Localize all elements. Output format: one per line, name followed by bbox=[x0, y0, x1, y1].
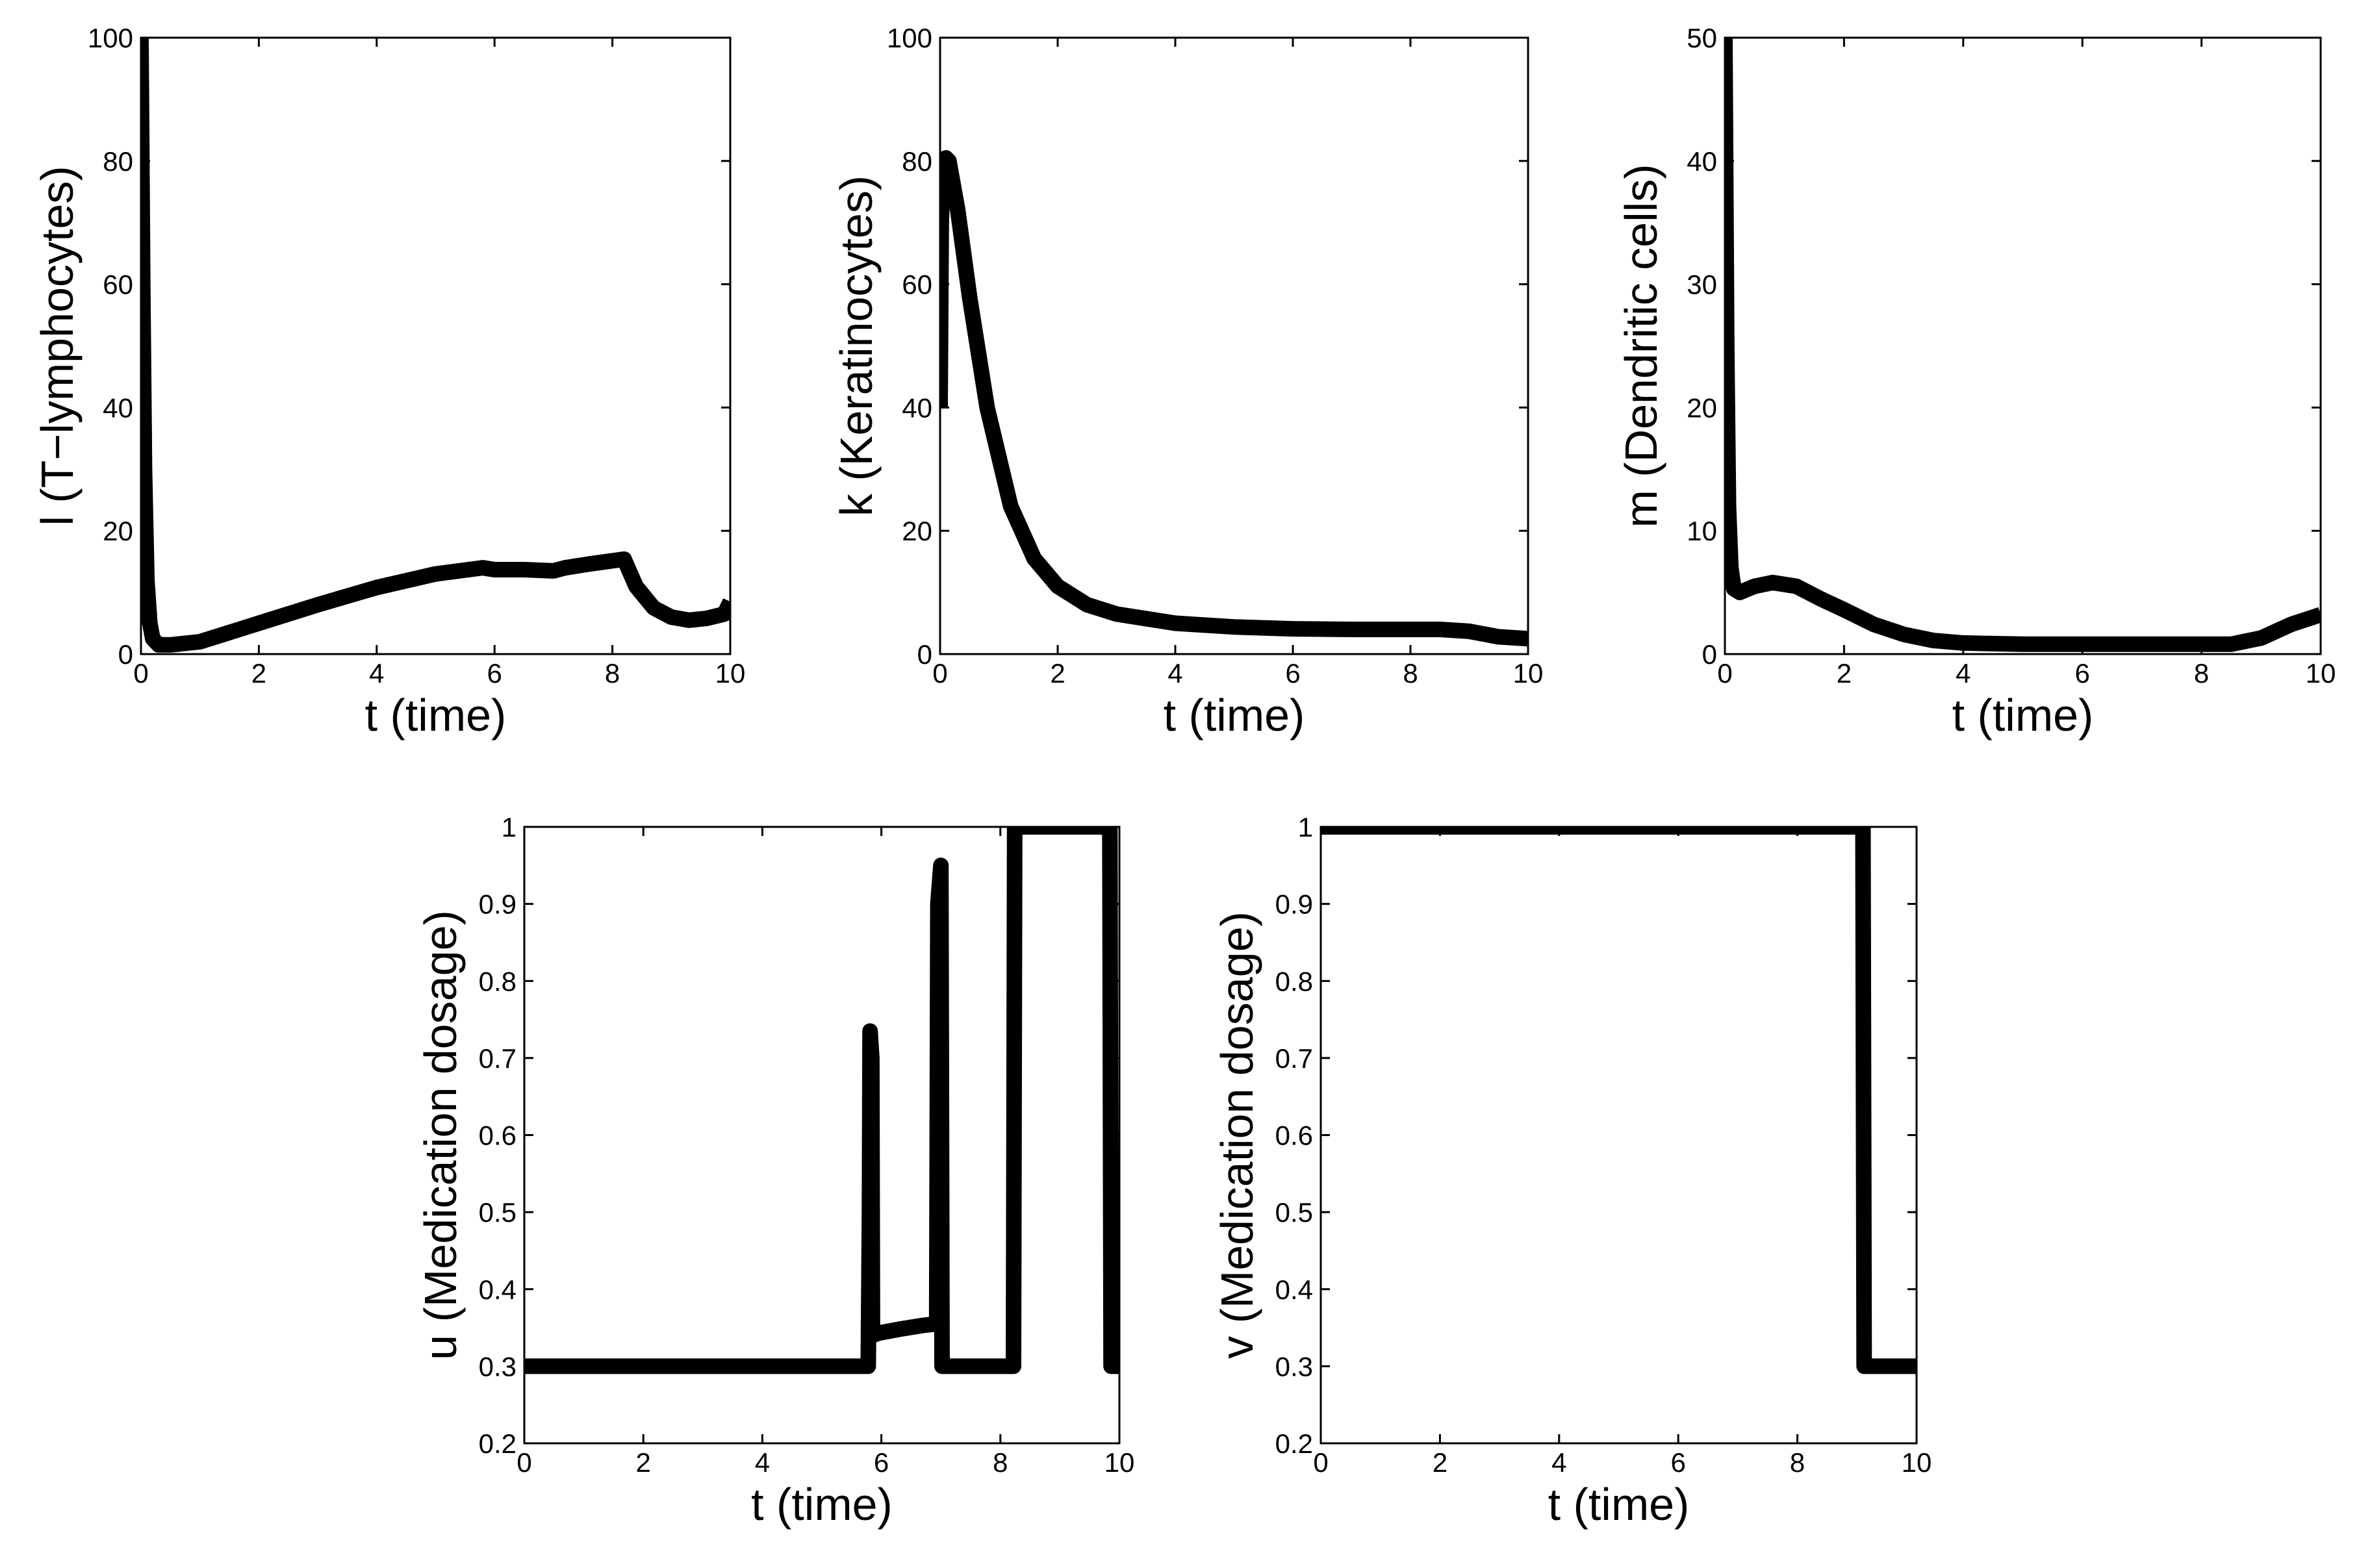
x-tick-label: 0 bbox=[133, 658, 148, 689]
y-tick-label: 60 bbox=[902, 270, 932, 300]
x-tick-label: 8 bbox=[1790, 1447, 1805, 1478]
x-tick-label: 10 bbox=[1513, 658, 1544, 689]
x-tick-label: 2 bbox=[636, 1447, 651, 1478]
y-axis-label: m (Dendritic cells) bbox=[1616, 164, 1666, 527]
y-tick-label: 10 bbox=[1687, 516, 1717, 546]
series-line-v bbox=[1321, 827, 1917, 1374]
y-tick-label: 0.2 bbox=[1275, 1428, 1313, 1459]
x-tick-label: 0 bbox=[516, 1447, 531, 1478]
y-tick-label: 40 bbox=[103, 392, 133, 423]
y-tick-label: 0.3 bbox=[479, 1351, 516, 1382]
x-tick-label: 2 bbox=[1050, 658, 1065, 689]
y-tick-label: 1 bbox=[1298, 812, 1313, 842]
x-tick-label: 2 bbox=[251, 658, 266, 689]
y-axis-label: u (Medication dosage) bbox=[415, 910, 466, 1360]
panel-v: 0 2 4 6 8 10 0.2 0.3 0.4 0.5 0.6 0.7 0.8 0.9 1 t (time)… bbox=[1212, 812, 1932, 1530]
y-tick-label: 20 bbox=[1687, 392, 1717, 423]
y-tick-label: 40 bbox=[902, 392, 932, 423]
y-axis-label: k (Keratinocytes) bbox=[831, 175, 882, 516]
y-tick-label: 30 bbox=[1687, 270, 1717, 300]
y-axis-label: v (Medication dosage) bbox=[1212, 911, 1262, 1359]
series-line-k bbox=[940, 150, 1528, 647]
x-tick-label: 10 bbox=[1902, 1447, 1932, 1478]
plot-frame bbox=[939, 36, 1529, 655]
y-tick-label: 0.9 bbox=[1275, 889, 1313, 920]
plot-frame bbox=[1724, 36, 2322, 655]
y-tick-label: 1 bbox=[502, 812, 516, 842]
series-line-u bbox=[524, 827, 1119, 1374]
y-tick-label: 60 bbox=[103, 270, 133, 300]
y-tick-label: 0.8 bbox=[479, 966, 516, 996]
x-tick-label: 4 bbox=[1167, 658, 1182, 689]
x-tick-label: 8 bbox=[605, 658, 620, 689]
x-tick-label: 4 bbox=[1551, 1447, 1566, 1478]
x-tick-label: 0 bbox=[1313, 1447, 1328, 1478]
y-tick-label: 0 bbox=[917, 639, 932, 670]
x-tick-label: 6 bbox=[1285, 658, 1300, 689]
y-tick-label: 100 bbox=[887, 23, 932, 53]
x-tick-label: 10 bbox=[1104, 1447, 1135, 1478]
x-tick-label: 10 bbox=[2306, 658, 2336, 689]
plot-frame bbox=[1320, 826, 1918, 1445]
panel-u: 0 2 4 6 8 10 0.2 0.3 0.4 0.5 0.6 0.7 0.8 0.9 1 t (time)… bbox=[415, 812, 1134, 1530]
x-tick-label: 8 bbox=[993, 1447, 1008, 1478]
y-tick-label: 80 bbox=[902, 146, 932, 177]
y-tick-label: 100 bbox=[88, 23, 133, 53]
y-tick-label: 0 bbox=[1702, 639, 1717, 670]
y-tick-label: 0.2 bbox=[479, 1428, 516, 1459]
x-tick-label: 2 bbox=[1837, 658, 1852, 689]
x-axis-label: t (time) bbox=[365, 690, 507, 740]
y-tick-label: 0.7 bbox=[1275, 1043, 1313, 1074]
y-tick-label: 0 bbox=[118, 639, 133, 670]
y-tick-label: 40 bbox=[1687, 146, 1717, 177]
y-tick-label: 20 bbox=[902, 516, 932, 546]
y-tick-label: 0.4 bbox=[479, 1274, 516, 1305]
y-tick-label: 20 bbox=[103, 516, 133, 546]
y-tick-label: 0.9 bbox=[479, 889, 516, 920]
y-tick-label: 0.5 bbox=[479, 1197, 516, 1228]
plot-frame bbox=[140, 36, 732, 655]
y-tick-label: 0.5 bbox=[1275, 1197, 1313, 1228]
y-tick-label: 0.7 bbox=[479, 1043, 516, 1074]
series-line-l bbox=[141, 38, 730, 653]
x-tick-label: 0 bbox=[1717, 658, 1732, 689]
x-tick-label: 4 bbox=[369, 658, 384, 689]
series-line-m bbox=[1725, 38, 2321, 652]
plot-frame bbox=[523, 826, 1121, 1445]
y-axis-label: l (T−lymphocytes) bbox=[32, 166, 83, 525]
x-tick-label: 4 bbox=[755, 1447, 770, 1478]
x-tick-label: 8 bbox=[1403, 658, 1418, 689]
y-tick-label: 0.4 bbox=[1275, 1274, 1313, 1305]
x-tick-label: 8 bbox=[2194, 658, 2209, 689]
y-tick-label: 0.6 bbox=[479, 1120, 516, 1151]
y-tick-label: 0.6 bbox=[1275, 1120, 1313, 1151]
x-axis-label: t (time) bbox=[1952, 690, 2094, 740]
x-tick-label: 6 bbox=[1671, 1447, 1686, 1478]
x-tick-label: 0 bbox=[932, 658, 947, 689]
panel-m: 0 2 4 6 8 10 0 10 20 30 40 50 t (time) m (Dendritic c… bbox=[1616, 23, 2336, 740]
x-axis-label: t (time) bbox=[1164, 690, 1305, 740]
y-tick-label: 0.3 bbox=[1275, 1351, 1313, 1382]
y-tick-label: 0.8 bbox=[1275, 966, 1313, 996]
y-tick-label: 50 bbox=[1687, 23, 1717, 53]
y-tick-label: 80 bbox=[103, 146, 133, 177]
x-tick-label: 6 bbox=[874, 1447, 889, 1478]
x-tick-label: 4 bbox=[1956, 658, 1970, 689]
x-tick-label: 2 bbox=[1433, 1447, 1447, 1478]
x-tick-label: 10 bbox=[715, 658, 746, 689]
x-tick-label: 6 bbox=[2075, 658, 2090, 689]
x-axis-label: t (time) bbox=[1548, 1479, 1690, 1530]
x-axis-label: t (time) bbox=[751, 1479, 893, 1530]
x-tick-label: 6 bbox=[487, 658, 502, 689]
